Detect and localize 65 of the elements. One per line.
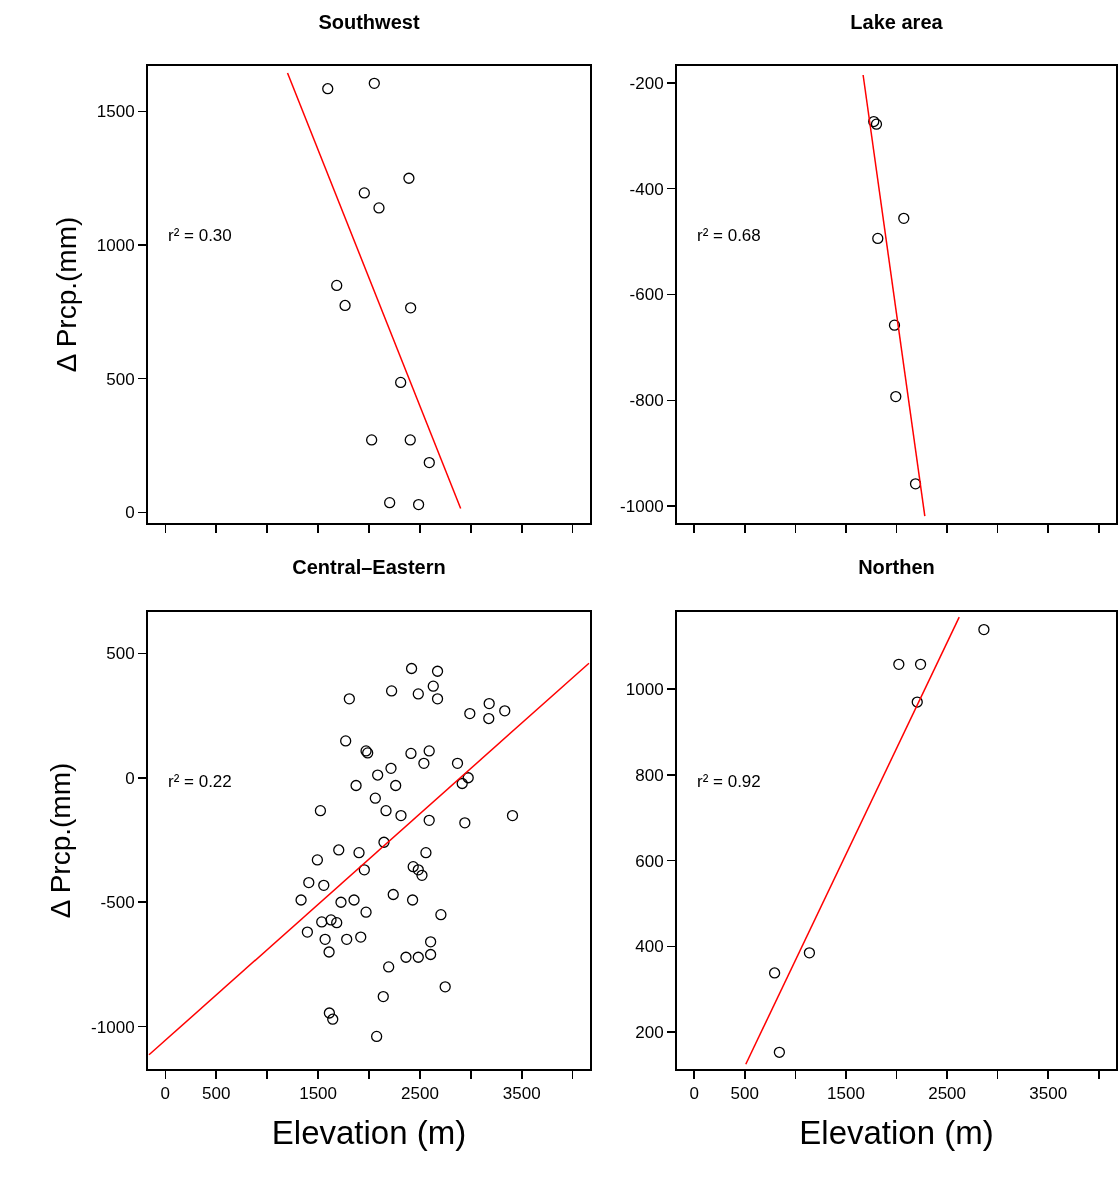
point [888, 319, 901, 331]
point [339, 299, 351, 312]
x-tick-label: 1500 [827, 1084, 865, 1104]
point [872, 232, 884, 245]
x-axis-title: Elevation (m) [271, 1113, 467, 1151]
y-tick-label: 600 [635, 851, 664, 871]
point [322, 83, 334, 95]
point [768, 967, 781, 979]
x-tick-label: 500 [730, 1084, 759, 1104]
y-tick-label: -1000 [620, 497, 664, 517]
y-tick-label: 400 [635, 937, 664, 957]
y-axis-title: Δ Prcp.(mm) [50, 216, 82, 373]
x-tick-label: 0 [160, 1084, 171, 1104]
y-tick-label: 500 [106, 644, 135, 664]
point [358, 187, 370, 199]
point [803, 947, 816, 959]
y-tick-label: 1500 [96, 102, 135, 122]
x-tick-label: 500 [202, 1084, 231, 1104]
annotation: r² = 0.30 [168, 226, 232, 245]
x-tick-label: 3500 [502, 1084, 541, 1104]
point [373, 202, 385, 214]
point [911, 696, 923, 708]
y-tick-label: -200 [629, 73, 664, 93]
chart-title: Central–Eastern [292, 556, 446, 578]
x-tick-label: 2500 [401, 1084, 439, 1104]
y-tick-label: 800 [635, 765, 664, 785]
y-tick-label: -1000 [91, 1017, 135, 1037]
point [978, 623, 990, 636]
point [914, 658, 927, 670]
y-tick-label: 0 [125, 503, 135, 523]
y-tick-label: 1000 [96, 236, 135, 256]
point [898, 212, 910, 224]
point [404, 434, 416, 446]
point [403, 172, 415, 184]
chart-title: Northen [858, 556, 935, 578]
point [423, 456, 435, 469]
point [384, 497, 396, 509]
y-tick-label: 0 [125, 768, 135, 788]
point [412, 498, 425, 511]
x-tick-label: 0 [689, 1084, 699, 1104]
point [893, 658, 905, 670]
chart-title: Southwest [318, 11, 420, 33]
y-tick-label: -500 [100, 893, 135, 913]
point [395, 376, 407, 389]
y-tick-label: -400 [629, 179, 664, 199]
x-tick-label: 3500 [1029, 1084, 1068, 1104]
y-tick-label: -800 [629, 391, 664, 411]
point [366, 434, 378, 446]
chart-title: Lake area [850, 11, 944, 33]
point [368, 77, 380, 90]
point [773, 1046, 786, 1058]
y-tick-label: 200 [635, 1023, 664, 1043]
x-axis-title: Elevation (m) [799, 1113, 994, 1151]
point [331, 279, 343, 292]
x-tick-label: 1500 [299, 1084, 337, 1104]
x-tick-label: 2500 [928, 1084, 966, 1104]
y-tick-label: -600 [629, 285, 664, 305]
y-tick-label: 1000 [625, 680, 664, 700]
point [405, 302, 417, 314]
annotation: r² = 0.68 [697, 226, 761, 245]
point [890, 390, 902, 403]
y-axis-title: Δ Prcp.(mm) [45, 762, 77, 919]
annotation: r² = 0.22 [168, 772, 232, 791]
annotation: r² = 0.92 [697, 772, 761, 791]
y-tick-label: 500 [106, 369, 135, 389]
